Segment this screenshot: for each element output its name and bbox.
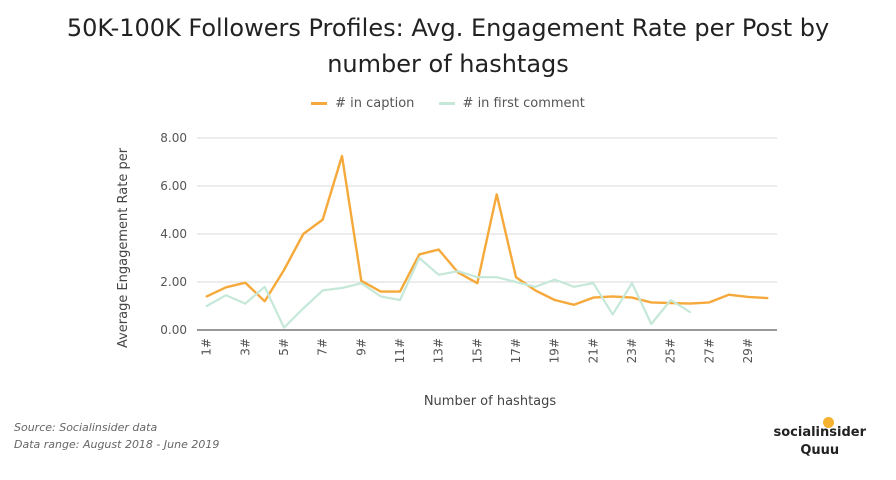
x-tick-label: 11# <box>393 338 407 363</box>
y-tick-label: 2.00 <box>160 275 187 289</box>
x-tick-label: 27# <box>702 338 716 363</box>
x-axis-ticks: 1# 3# 5# 7# 9# 11# 13# 15# 17# 19# 21# 23# 25# 27# 29# <box>200 338 755 363</box>
chart-title-line-2: number of hashtags <box>327 50 569 78</box>
y-tick-label: 0.00 <box>160 323 187 337</box>
legend-label-caption: # in caption <box>335 96 415 111</box>
source-note: Source: Socialinsider data Data range: A… <box>14 419 219 453</box>
legend-label-first-comment: # in first comment <box>462 96 585 111</box>
source-line: Source: Socialinsider data <box>14 421 158 434</box>
x-tick-label: 15# <box>470 338 484 363</box>
chart-legend: # in caption # in first comment <box>0 94 896 111</box>
x-axis-label: Number of hashtags <box>424 394 557 409</box>
x-tick-label: 23# <box>625 338 639 363</box>
x-tick-label: 19# <box>548 338 562 363</box>
x-tick-label: 7# <box>316 338 330 356</box>
chart-title-line-1: 50K-100K Followers Profiles: Avg. Engage… <box>66 14 830 42</box>
legend-swatch-caption <box>311 102 328 105</box>
x-tick-label: 29# <box>741 338 755 363</box>
y-tick-label: 8.00 <box>160 131 187 145</box>
y-axis-label: Average Engagement Rate per <box>116 147 131 348</box>
x-tick-label: 25# <box>664 338 678 363</box>
y-axis-ticks: 0.00 2.00 4.00 6.00 8.00 <box>160 131 187 337</box>
y-tick-label: 4.00 <box>160 227 187 241</box>
y-tick-label: 6.00 <box>160 179 187 193</box>
socialinsider-logo: socialinsider <box>773 417 867 440</box>
x-tick-label: 1# <box>200 338 214 356</box>
legend-item-caption[interactable]: # in caption <box>311 96 414 111</box>
socialinsider-logo-dot <box>822 417 834 428</box>
x-tick-label: 17# <box>509 338 523 363</box>
legend-swatch-first-comment <box>438 102 455 105</box>
x-tick-label: 5# <box>277 338 291 356</box>
brand-logos: socialinsider Quuu <box>773 417 867 458</box>
date-range-line: Data range: August 2018 - June 2019 <box>14 438 220 451</box>
socialinsider-logo-text: socialinsider <box>773 425 867 440</box>
x-tick-label: 3# <box>238 338 252 356</box>
legend-item-first-comment[interactable]: # in first comment <box>438 96 585 111</box>
series-lines <box>205 154 769 329</box>
x-tick-label: 9# <box>354 338 368 356</box>
chart-title: 50K-100K Followers Profiles: Avg. Engage… <box>0 10 896 82</box>
x-tick-label: 13# <box>432 338 446 363</box>
series-line-first-comment[interactable] <box>205 256 692 329</box>
x-tick-label: 21# <box>586 338 600 363</box>
quuu-logo: Quuu <box>800 443 840 458</box>
